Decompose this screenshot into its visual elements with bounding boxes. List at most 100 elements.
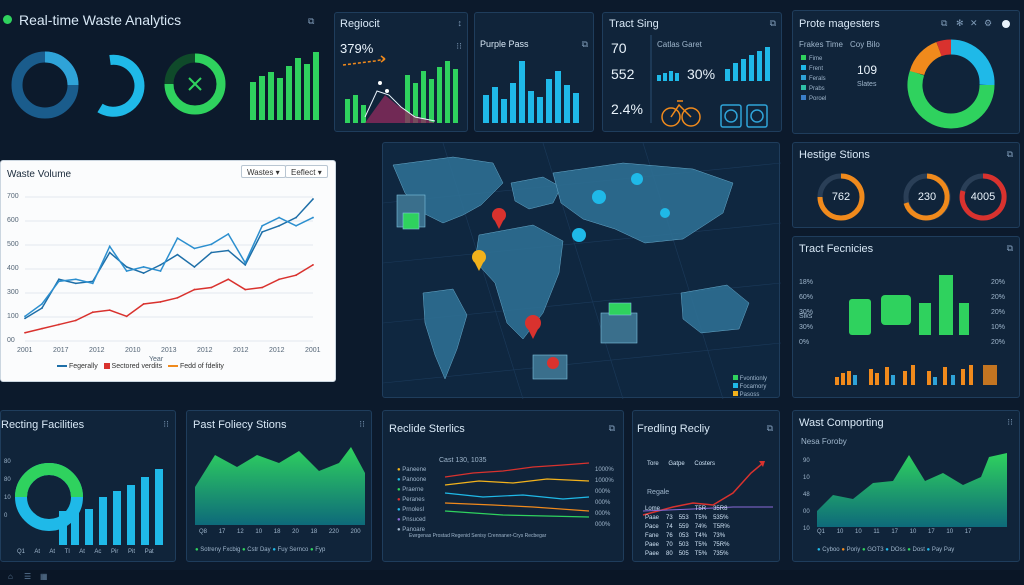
hestige-title: Hestige Stions [799,149,870,161]
legend-swatch [103,363,110,370]
data-point [24,317,26,320]
data-point [159,301,162,303]
table-row: Lome T5R 35R8 [645,505,736,514]
asia [552,162,734,244]
series-line [24,264,314,334]
data-point [312,216,314,219]
reclide-expand-icon[interactable]: ⧉ [608,423,615,433]
data-point [295,216,297,219]
data-point [108,309,111,312]
regiocit-menu-icon[interactable]: ⁝⁝ [456,41,462,51]
hestige-rings [817,173,1007,221]
data-point [261,231,264,233]
data-point [227,278,230,281]
table-cell [666,505,679,514]
table-row: Paae 73 553 T5% 535% [645,514,736,523]
wast-comp-menu-icon[interactable]: ⁝⁝ [1007,417,1013,427]
ring-green-arc [164,53,226,115]
legend-item: ● Prnolesl [397,507,424,513]
prote-value-label: Slates [857,81,877,88]
hestige-expand-icon[interactable]: ⧉ [1006,149,1013,159]
legend-item: ● Praerne [397,487,424,493]
home-icon[interactable]: ⌂ [8,572,13,581]
y-tick-label: 700 [7,193,19,200]
south-america [422,288,468,380]
table-cell: 553 [678,515,689,521]
legend-dot: ● [885,547,889,553]
table-cell: T5% [694,542,708,548]
past-foliecy-chart [195,447,365,525]
waste-volume-chart [24,196,314,342]
prote-close-icon[interactable]: ✕ [970,18,978,28]
waste-volume-title: Waste Volume [7,169,72,180]
tract-sing-value-1: 70 [611,40,627,56]
y-tick-label: 500 [7,241,19,248]
x-tick-label: 2012 [233,347,249,354]
regiocit-panel: Regiocit ↕ 379% ⁝⁝ [334,12,468,132]
legend-label: Fegerally [68,363,98,370]
ring-blue-arc [44,51,79,86]
data-point [261,224,264,227]
grid-icon[interactable]: ▦ [40,572,48,581]
continents [392,156,750,380]
recting-menu-icon[interactable]: ⁝⁝ [163,419,169,429]
data-point [176,237,179,240]
prote-info-icon[interactable]: ⚙ [984,18,993,28]
effect-dropdown[interactable]: Eeflect ▾ [285,165,328,178]
reclide-title: Reclide Sterlics [389,423,465,435]
expand-icon[interactable]: ⧉ [308,16,315,26]
list-icon[interactable]: ☰ [24,572,32,581]
prote-value: 109 [857,63,878,77]
table-cell: Paee [645,551,660,557]
hestige-ring-1-label: 762 [831,191,851,203]
fredling-expand-icon[interactable]: ⧉ [766,423,773,433]
location-pin-red-3 [547,357,559,369]
tract-fecnicies-expand-icon[interactable]: ⧉ [1006,243,1013,253]
data-point [74,278,77,281]
regiocit-expand-icon[interactable]: ↕ [457,18,463,28]
x-tick-label: 2001 [17,347,33,354]
regiocit-title: Regiocit [340,18,380,30]
data-point [91,311,94,314]
data-point [312,198,314,200]
tract-sing-visuals [650,35,770,128]
table-cell: 74 [666,524,673,530]
legend-dot: ● [242,547,246,553]
location-pin-red [492,208,506,229]
data-point [295,274,297,277]
data-point [278,278,281,281]
prote-settings-icon[interactable]: ✻ [956,18,964,28]
purple-pass-panel: Purple Pass ⧉ [474,12,594,132]
data-point [227,233,230,235]
past-foliecy-panel: Past Foliecy Stions ⁝⁝ Q8 17 12 10 18 20… [186,410,372,562]
tract-sing-value-3: 2.4% [611,101,643,117]
waste-volume-legend: Fegerally Sectored verdits Fedd of fdeli… [57,363,224,370]
footer-strip: ⌂ ☰ ▦ [0,570,1024,585]
past-foliecy-menu-icon[interactable]: ⁝⁝ [359,419,365,429]
data-point [142,303,145,305]
table-cell: Pace [645,524,659,530]
purple-pass-expand-icon[interactable]: ⧉ [581,39,588,49]
prote-filter-icon[interactable]: ⧉ [941,18,948,28]
legend-dot: ● [861,547,866,553]
table-cell: 75R% [713,542,730,548]
y-ticks: 90 10 48 00 10 [803,458,810,532]
waste-dropdown[interactable]: Wastes ▾ [241,165,286,178]
table-cell: 76 [666,533,673,539]
fredling-table: Lome T5R 35R8 Paae 73 553 T5% 535% Pace 74 559 74% T… [645,505,736,559]
prote-legend: Fime Frent Ferals Prabs Poroel [801,55,826,105]
reclide-panel: Reclide Sterlics ⧉ Cast 130, 1035 ● Pane… [382,410,624,562]
tract-sing-expand-icon[interactable]: ⧉ [769,18,776,28]
reclide-rows: ● Paneene ● Panoone ● Praerne ● Peranes … [397,465,426,535]
regiocit-chart [342,55,458,123]
ring-cyan [97,54,145,117]
table-cell: T5% [694,515,708,521]
past-foliecy-legend: ● Sotreny Fxcbig ● Cstr Day ● Fuy Sernco… [195,547,326,553]
reclide-top-label: Cast 130, 1035 [439,457,487,464]
tract-fecnicies-title: Tract Fecnicies [799,243,874,255]
tract-fecnicies-panel: Tract Fecnicies ⧉ 18% 60% 30% 30% 0% 20% 20… [792,236,1020,398]
legend-item: Frent [801,65,826,75]
table-cell: Paee [645,542,660,548]
right-ticks: 1000% 1000% 000% 000% 000% 000% [595,467,614,528]
fredling-label: Regale [647,489,670,496]
